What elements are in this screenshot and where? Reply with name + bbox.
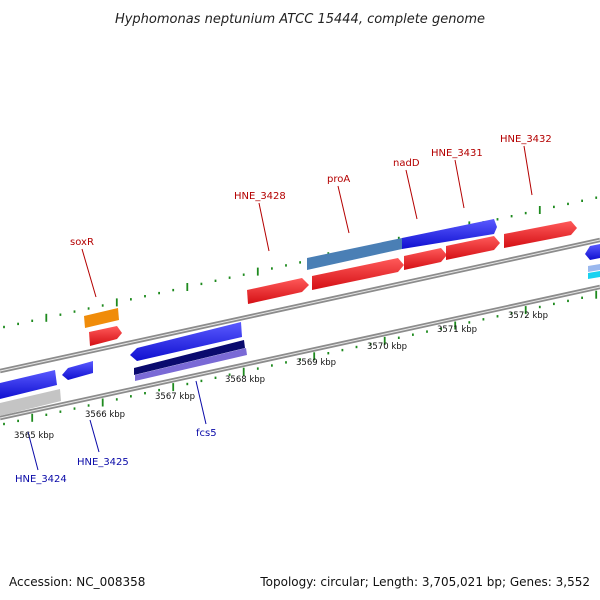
feature-proA-red[interactable]	[312, 258, 404, 290]
gene-label-HNE_3425[interactable]: HNE_3425	[77, 457, 129, 468]
feature-HNE_3432-red[interactable]	[504, 221, 577, 248]
genome-summary-text: Topology: circular; Length: 3,705,021 bp…	[259, 575, 590, 589]
kbp-label: 3567 kbp	[155, 392, 195, 402]
gene-label-HNE_3424[interactable]: HNE_3424	[15, 474, 67, 485]
label-leaders	[27, 145, 533, 471]
feature-right-lightblue[interactable]	[588, 264, 600, 272]
gene-label-fcs5[interactable]: fcs5	[196, 428, 217, 439]
gene-label-nadD[interactable]: nadD	[393, 158, 420, 169]
feature-soxR-red[interactable]	[89, 326, 122, 346]
accession-text: Accession: NC_008358	[9, 575, 145, 589]
kbp-label: 3571 kbp	[437, 325, 477, 335]
gene-labels: soxR HNE_3428 proA nadD HNE_3431 HNE_343…	[15, 134, 552, 485]
feature-nadD-red[interactable]	[404, 248, 447, 270]
kbp-label: 3572 kbp	[508, 311, 548, 321]
kbp-label: 3569 kbp	[296, 358, 336, 368]
feature-right-cyan[interactable]	[588, 271, 600, 279]
feature-track	[0, 219, 600, 416]
map-title: Hyphomonas neptunium ATCC 15444, complet…	[115, 12, 485, 27]
kbp-labels: 3565 kbp 3566 kbp 3567 kbp 3568 kbp 3569…	[14, 311, 548, 441]
feature-HNE_3431-red[interactable]	[446, 236, 500, 260]
feature-soxR-orange[interactable]	[84, 308, 119, 328]
gene-label-HNE_3431[interactable]: HNE_3431	[431, 148, 483, 159]
feature-fcs5-purple[interactable]	[135, 348, 247, 381]
gene-label-HNE_3432[interactable]: HNE_3432	[500, 134, 552, 145]
feature-HNE_3424-grey[interactable]	[0, 389, 61, 416]
feature-HNE_3428[interactable]	[247, 278, 309, 304]
feature-right-blue[interactable]	[585, 244, 600, 260]
feature-proA[interactable]	[307, 238, 402, 270]
gene-label-proA[interactable]: proA	[327, 174, 350, 185]
gene-label-soxR[interactable]: soxR	[70, 237, 94, 248]
feature-fcs5-blue[interactable]	[130, 322, 242, 361]
kbp-label: 3565 kbp	[14, 431, 54, 441]
feature-HNE_3425[interactable]	[62, 361, 93, 380]
lower-tick-row	[3, 290, 598, 426]
kbp-label: 3568 kbp	[225, 375, 265, 385]
feature-nadD-block[interactable]	[402, 219, 497, 249]
feature-fcs5-navy[interactable]	[134, 340, 245, 375]
genome-backbone	[0, 237, 600, 421]
kbp-label: 3570 kbp	[367, 342, 407, 352]
kbp-label: 3566 kbp	[85, 410, 125, 420]
gene-label-HNE_3428[interactable]: HNE_3428	[234, 191, 286, 202]
feature-HNE_3424-blue[interactable]	[0, 370, 57, 399]
